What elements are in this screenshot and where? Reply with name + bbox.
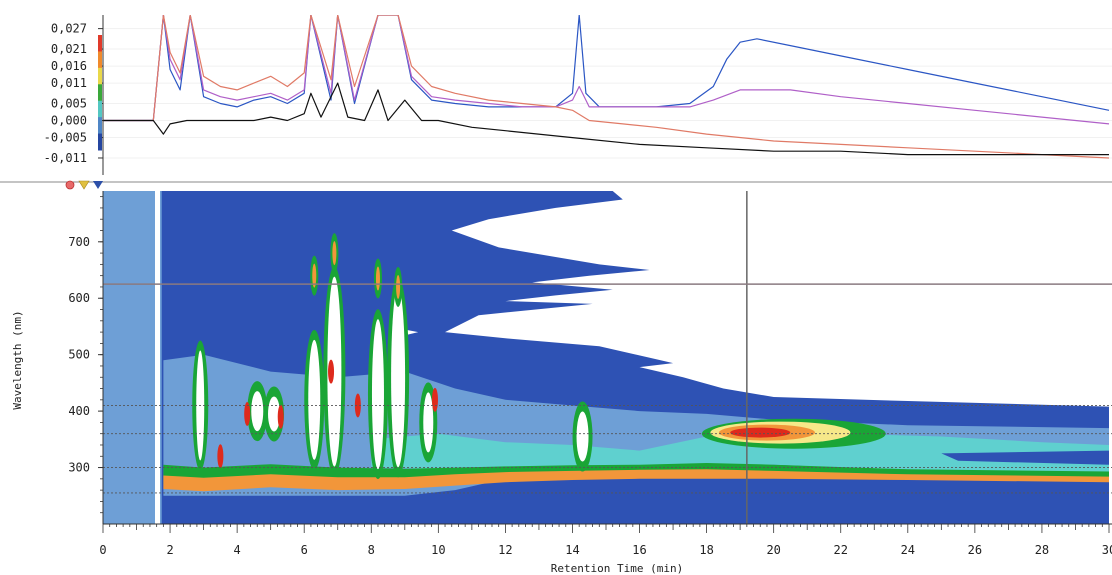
chromatogram-panel: 0,027 0,021 0,016 0,011 0,005 0,000 -0,005 -0,0… <box>44 15 1112 175</box>
level-color-swatch <box>98 133 102 151</box>
contour-y-tick-label: 700 <box>68 235 90 249</box>
contour-x-tick-label: 20 <box>766 543 780 557</box>
contour-peak-f-core <box>371 319 384 470</box>
contour-x-tick-label: 24 <box>901 543 915 557</box>
contour-red-spot-4 <box>328 359 335 384</box>
contour-main-peak-red <box>730 427 791 438</box>
chromatogram-series-group <box>103 15 1110 159</box>
chromatogram-y-tick-label: 0,005 <box>51 97 87 111</box>
contour-x-ticks: 024681012141618202224262830 <box>99 524 1112 557</box>
contour-x-tick-label: 10 <box>431 543 445 557</box>
contour-upper-peak-core-1 <box>312 263 317 288</box>
contour-peak-h-core <box>423 392 434 453</box>
chromatogram-y-tick-label: 0,016 <box>51 59 87 73</box>
contour-upper-peak-core-4 <box>332 241 337 266</box>
contour-x-tick-label: 4 <box>234 543 241 557</box>
contour-peak-d-core <box>308 339 321 460</box>
level-color-swatch <box>98 84 102 102</box>
contour-peak-e-core <box>327 276 342 467</box>
contour-red-spot-6 <box>354 393 361 418</box>
contour-y-tick-label: 600 <box>68 291 90 305</box>
chromatogram-y-tick-label: 0,021 <box>51 42 87 56</box>
chromatogram-series-line-3 <box>103 15 1110 159</box>
chromatogram-y-ticks: 0,027 0,021 0,016 0,011 0,005 0,000 -0,005 -0,0… <box>44 22 103 165</box>
level-color-swatch <box>98 35 102 52</box>
contour-x-tick-label: 30 <box>1102 543 1112 557</box>
contour-red-spot-5 <box>431 387 438 412</box>
expand-triangle-icon[interactable] <box>93 181 103 189</box>
chromatogram-y-tick-label: -0,011 <box>44 151 87 165</box>
contour-region-orange <box>163 469 1109 492</box>
contour-red-spot-3 <box>277 404 284 429</box>
level-color-swatch <box>98 51 102 69</box>
contour-x-tick-label: 0 <box>99 543 106 557</box>
contour-x-tick-label: 8 <box>368 543 375 557</box>
contour-x-tick-label: 18 <box>699 543 713 557</box>
contour-red-spot-1 <box>217 444 224 469</box>
contour-upper-peak-core-3 <box>396 274 401 299</box>
contour-x-tick-label: 26 <box>968 543 982 557</box>
y-axis-title: Wavelength (nm) <box>11 310 24 409</box>
reference-wavelength-lines <box>103 405 1112 494</box>
contour-x-tick-label: 22 <box>834 543 848 557</box>
chromatogram-plot-area <box>103 15 1112 175</box>
level-color-swatch <box>98 67 102 85</box>
contour-x-tick-label: 28 <box>1035 543 1049 557</box>
contour-peak-g-core <box>391 287 406 468</box>
chromatogram-y-tick-label: 0,027 <box>51 22 87 36</box>
chromatogram-grid <box>103 28 1112 159</box>
chromatogram-y-tick-label: -0,005 <box>44 131 87 145</box>
level-color-swatch <box>98 117 102 135</box>
contour-y-ticks: 700 600 500 400 300 <box>68 196 103 514</box>
contour-x-tick-label: 16 <box>632 543 646 557</box>
chromatogram-y-tick-label: 0,011 <box>51 76 87 90</box>
chromatogram-series-line-1 <box>103 15 1110 122</box>
chromatogram-y-tick-label: 0,000 <box>51 114 87 128</box>
x-axis-title: Retention Time (min) <box>551 562 683 575</box>
contour-map <box>103 191 1109 524</box>
contour-x-tick-label: 2 <box>166 543 173 557</box>
settings-icon[interactable] <box>65 180 75 190</box>
panel-toolbar[interactable] <box>65 180 103 190</box>
contour-red-spot-2 <box>244 401 251 426</box>
contour-y-tick-label: 300 <box>68 461 90 475</box>
contour-x-tick-label: 14 <box>565 543 579 557</box>
contour-region-deadtime <box>103 191 162 524</box>
contour-peak-i-core <box>576 411 589 462</box>
contour-y-tick-label: 500 <box>68 348 90 362</box>
contour-upper-peak-core-2 <box>375 266 380 291</box>
contour-peak-b-core <box>251 391 264 432</box>
level-color-swatch <box>98 100 102 118</box>
contour-region-right-strip <box>941 450 1109 465</box>
contour-region-deadtime-gap <box>155 191 160 524</box>
level-color-bar <box>98 35 102 151</box>
chromatogram-series-line-4 <box>103 82 1109 156</box>
contour-region-cyan <box>371 433 1109 474</box>
cursor-crosshair[interactable] <box>103 191 1112 524</box>
contour-x-tick-label: 12 <box>498 543 512 557</box>
chromatogram-series-line-2 <box>103 15 1110 125</box>
contour-x-tick-label: 6 <box>301 543 308 557</box>
contour-y-tick-label: 400 <box>68 404 90 418</box>
filter-icon[interactable] <box>78 180 90 190</box>
